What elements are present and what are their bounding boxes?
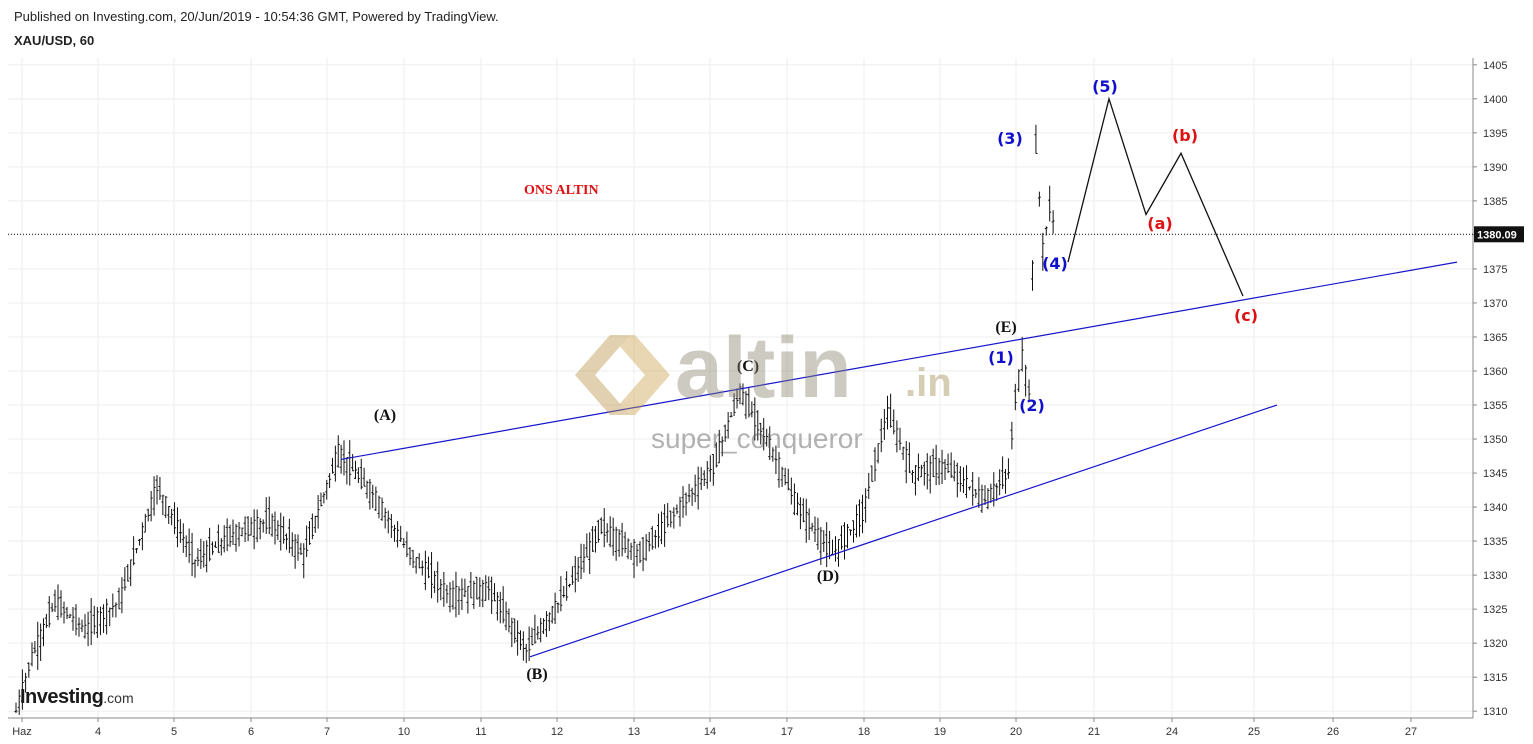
logo-main: Investing — [20, 686, 104, 708]
price-tick-label: 1400 — [1483, 94, 1507, 106]
time-tick-label: 25 — [1248, 726, 1260, 738]
price-tick-label: 1325 — [1483, 604, 1507, 616]
price-axis[interactable]: 1310 1315 1320 1325 1330 1335 1340 1345 1350 1355… — [8, 58, 1524, 718]
price-tick-label: 1345 — [1483, 468, 1507, 480]
time-tick-label: 26 — [1327, 726, 1339, 738]
price-tick-label: 1395 — [1483, 128, 1507, 140]
price-tick-label: 1375 — [1483, 264, 1507, 276]
time-tick-label: 18 — [858, 726, 870, 738]
time-tick-label: 12 — [551, 726, 563, 738]
time-tick-label: 13 — [628, 726, 640, 738]
time-tick-label: 6 — [248, 726, 254, 738]
price-tick-label: 1390 — [1483, 162, 1507, 174]
symbol-label: XAU/USD, 60 — [14, 33, 95, 48]
wave-label: (5) — [1092, 77, 1118, 96]
wave-label: (C) — [737, 358, 759, 375]
wave-label: (3) — [997, 129, 1023, 148]
price-tick-label: 1330 — [1483, 570, 1507, 582]
time-tick-label: 10 — [398, 726, 410, 738]
time-axis[interactable]: Haz 4 5 6 7 10 11 12 13 14 17 18 19 20 21 24 25 26 27 — [8, 717, 1473, 738]
time-tick-label: 5 — [171, 726, 177, 738]
time-tick-label: 11 — [475, 726, 486, 738]
last-price-badge — [1474, 226, 1524, 243]
wave-label: (B) — [526, 666, 547, 683]
price-tick-label: 1335 — [1483, 536, 1507, 548]
chart-title: ONS ALTIN — [524, 183, 599, 198]
investing-logo[interactable]: Investing.com — [20, 686, 134, 709]
price-tick-label: 1360 — [1483, 366, 1507, 378]
time-tick-label: 19 — [934, 726, 946, 738]
wave-annotations: ONS ALTIN (A) (B) (C) (D) (E) (1) (2) (3) (4) (5) (… — [374, 77, 1258, 683]
time-tick-label: 27 — [1405, 726, 1417, 738]
trendline — [529, 404, 1278, 658]
price-tick-label: 1370 — [1483, 298, 1507, 310]
price-tick-label: 1320 — [1483, 638, 1507, 650]
time-tick-label: 14 — [704, 726, 716, 738]
chart-grid — [8, 58, 1473, 718]
wave-label: (a) — [1147, 214, 1172, 233]
price-tick-label: 1350 — [1483, 434, 1507, 446]
time-tick-label: 4 — [95, 726, 101, 738]
time-tick-label: 20 — [1010, 726, 1022, 738]
wave-label: (4) — [1042, 254, 1068, 273]
time-tick-label: 17 — [781, 726, 793, 738]
logo-domain: .com — [103, 690, 134, 706]
time-tick-label: 21 — [1088, 726, 1100, 738]
projection-path — [1067, 96, 1244, 297]
wave-label: (c) — [1234, 306, 1258, 325]
wave-label: (b) — [1172, 126, 1198, 145]
time-tick-label: 7 — [324, 726, 330, 738]
wave-label: (E) — [995, 319, 1016, 336]
published-line: Published on Investing.com, 20/Jun/2019 … — [14, 9, 499, 24]
price-tick-label: 1310 — [1483, 706, 1507, 718]
price-tick-label: 1385 — [1483, 196, 1507, 208]
price-tick-label: 1315 — [1483, 672, 1507, 684]
price-tick-label: 1355 — [1483, 400, 1507, 412]
ohlc-bars — [14, 124, 1055, 715]
price-tick-label: 1405 — [1483, 60, 1507, 72]
time-tick-label: 24 — [1166, 726, 1178, 738]
price-tick-label: 1340 — [1483, 502, 1507, 514]
wave-label: (2) — [1019, 396, 1045, 415]
wave-projection — [1067, 96, 1244, 297]
price-tick-label: 1365 — [1483, 332, 1507, 344]
last-price-label: 1380.09 — [1477, 229, 1517, 241]
wave-label: (D) — [817, 568, 839, 585]
time-tick-label: Haz — [12, 726, 32, 738]
chart-header: Published on Investing.com, 20/Jun/2019 … — [14, 9, 499, 48]
wave-label: (1) — [988, 348, 1014, 367]
wave-label: (A) — [374, 407, 396, 424]
trendline — [340, 261, 1458, 461]
trendlines — [340, 261, 1458, 658]
